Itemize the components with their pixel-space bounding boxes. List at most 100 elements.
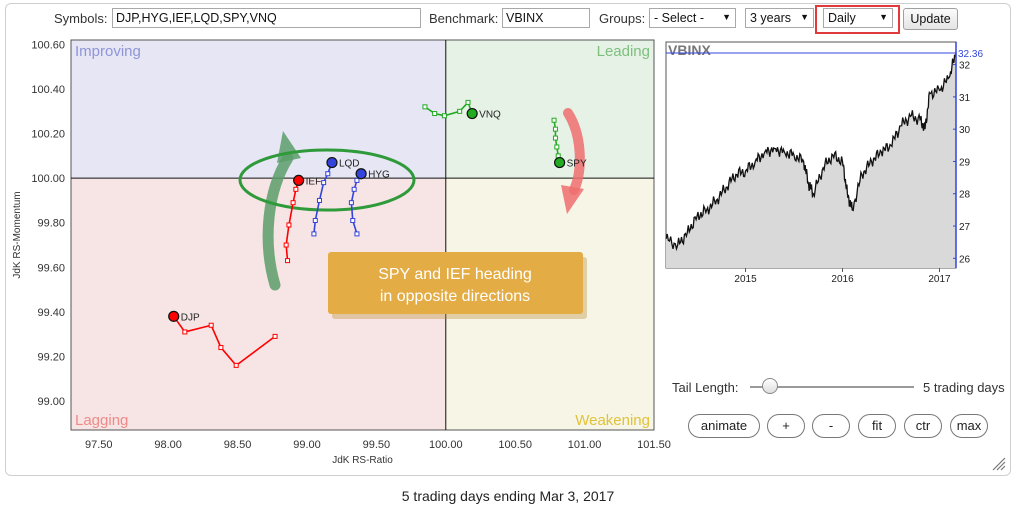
price-chart-title: VBINX — [668, 42, 711, 58]
symbol-label-spy: SPY — [567, 159, 587, 170]
plot-border — [70, 39, 655, 431]
price-line — [665, 52, 957, 252]
frequency-highlight-box — [815, 5, 900, 34]
tail-point-djp — [218, 345, 224, 351]
highlight-ellipse — [238, 148, 416, 212]
y-tick-label: 99.80 — [37, 218, 65, 230]
tail-point-vnq — [422, 104, 428, 110]
tail-point-ief — [290, 200, 296, 206]
x-tick-label: 99.50 — [363, 439, 391, 451]
head-marker-djp — [168, 310, 180, 322]
tail-point-spy — [552, 126, 558, 132]
tail-period-caption: 5 trading days ending Mar 3, 2017 — [401, 488, 615, 504]
animate-button[interactable]: animate — [688, 414, 760, 438]
tail-point-lqd — [321, 180, 327, 186]
tail-point-hyg — [351, 186, 357, 192]
annotation-line-1: SPY and IEF heading — [378, 266, 532, 283]
y-tick-label: 99.60 — [37, 262, 65, 274]
tail-point-ief — [285, 258, 291, 264]
tail-point-ief — [293, 186, 299, 192]
x-tick-label: 97.50 — [85, 439, 113, 451]
benchmark-price-chart: VBINX 32.36 26 27 28 29 30 31 32 2015 2016 2017 — [665, 41, 983, 285]
period-select[interactable]: 3 years ▼ — [745, 8, 814, 28]
y-tick-label: 100.00 — [31, 173, 65, 185]
price-y-tick-label: 27 — [959, 222, 971, 233]
quadrant-label-weakening: Weakening — [575, 412, 650, 429]
x-tick-label: 101.00 — [568, 439, 602, 451]
y-axis-title: JdK RS-Momentum — [12, 191, 23, 278]
dropdown-arrow-icon: ▼ — [800, 12, 809, 22]
last-value-label: 32.36 — [958, 49, 983, 60]
quadrant-label-lagging: Lagging — [75, 412, 128, 429]
tail-point-lqd — [316, 197, 322, 203]
tail-point-spy — [551, 117, 557, 123]
head-marker-vnq — [466, 107, 478, 120]
tail-point-vnq — [441, 113, 447, 119]
tail-point-hyg — [354, 177, 360, 183]
green-trend-arrow-shaft — [262, 152, 294, 291]
tail-length-slider-track[interactable] — [750, 386, 914, 388]
tail-line-djp — [173, 315, 276, 367]
x-tick-label: 98.50 — [224, 439, 252, 451]
tail-point-ief — [283, 242, 289, 248]
symbol-label-djp: DJP — [181, 312, 200, 323]
y-tick-label: 100.20 — [31, 129, 65, 141]
max-button[interactable]: max — [950, 414, 988, 438]
y-tick-label: 100.40 — [31, 84, 65, 96]
tail-length-value: 5 trading days — [923, 380, 1005, 395]
price-area-fill — [666, 53, 956, 268]
head-marker-hyg — [355, 168, 367, 180]
tail-length-label: Tail Length: — [672, 380, 739, 395]
tail-point-djp — [182, 329, 188, 335]
red-trend-arrow-head — [561, 185, 584, 214]
groups-select-value: - Select - — [654, 11, 705, 25]
tail-point-lqd — [312, 218, 318, 224]
x-tick-label: 100.50 — [498, 439, 532, 451]
groups-label: Groups: — [599, 11, 646, 26]
price-y-tick-label: 28 — [959, 190, 971, 201]
price-y-tick-label: 29 — [959, 157, 971, 168]
zoom-in-button[interactable]: + — [767, 414, 805, 438]
quadrant-improving — [71, 40, 446, 179]
x-tick-label: 101.50 — [637, 439, 671, 451]
symbol-label-lqd: LQD — [339, 159, 360, 170]
y-tick-label: 100.60 — [31, 39, 65, 51]
tail-point-spy — [554, 144, 560, 150]
tail-point-lqd — [325, 171, 331, 177]
zoom-out-button[interactable]: - — [812, 414, 850, 438]
quadrant-label-improving: Improving — [75, 43, 141, 60]
red-trend-arrow-shaft — [563, 108, 585, 195]
center-button[interactable]: ctr — [904, 414, 942, 438]
head-marker-spy — [554, 156, 566, 169]
tail-point-djp — [208, 322, 214, 328]
tail-point-spy — [552, 135, 558, 141]
update-button[interactable]: Update — [903, 8, 958, 30]
quadrant-leading — [445, 40, 654, 179]
price-y-tick-label: 30 — [959, 125, 971, 136]
frequency-select[interactable]: Daily ▼ — [823, 8, 893, 28]
fit-button[interactable]: fit — [858, 414, 896, 438]
tail-length-slider-thumb[interactable] — [761, 378, 778, 394]
groups-select[interactable]: - Select - ▼ — [649, 8, 736, 28]
price-y-tick-label: 32 — [959, 61, 971, 72]
annotation-box — [328, 252, 583, 314]
tail-point-hyg — [350, 218, 356, 224]
dropdown-arrow-icon: ▼ — [879, 12, 888, 22]
x-tick-label: 100.00 — [429, 439, 463, 451]
resize-grip-icon[interactable] — [990, 455, 1006, 471]
frequency-select-value: Daily — [828, 11, 856, 25]
tail-point-lqd — [311, 231, 317, 237]
quadrant-label-leading: Leading — [597, 43, 650, 60]
price-y-tick-label: 26 — [959, 254, 971, 265]
symbols-input[interactable] — [112, 8, 421, 28]
tail-point-djp — [233, 362, 239, 368]
period-select-value: 3 years — [750, 11, 791, 25]
head-marker-lqd — [326, 156, 338, 169]
x-axis-title: JdK RS-Ratio — [332, 455, 393, 466]
benchmark-label: Benchmark: — [429, 11, 499, 26]
y-tick-label: 99.00 — [37, 396, 65, 408]
tail-point-vnq — [457, 108, 463, 114]
symbols-label: Symbols: — [54, 11, 108, 26]
benchmark-input[interactable] — [502, 8, 590, 28]
tail-point-ief — [286, 222, 292, 228]
